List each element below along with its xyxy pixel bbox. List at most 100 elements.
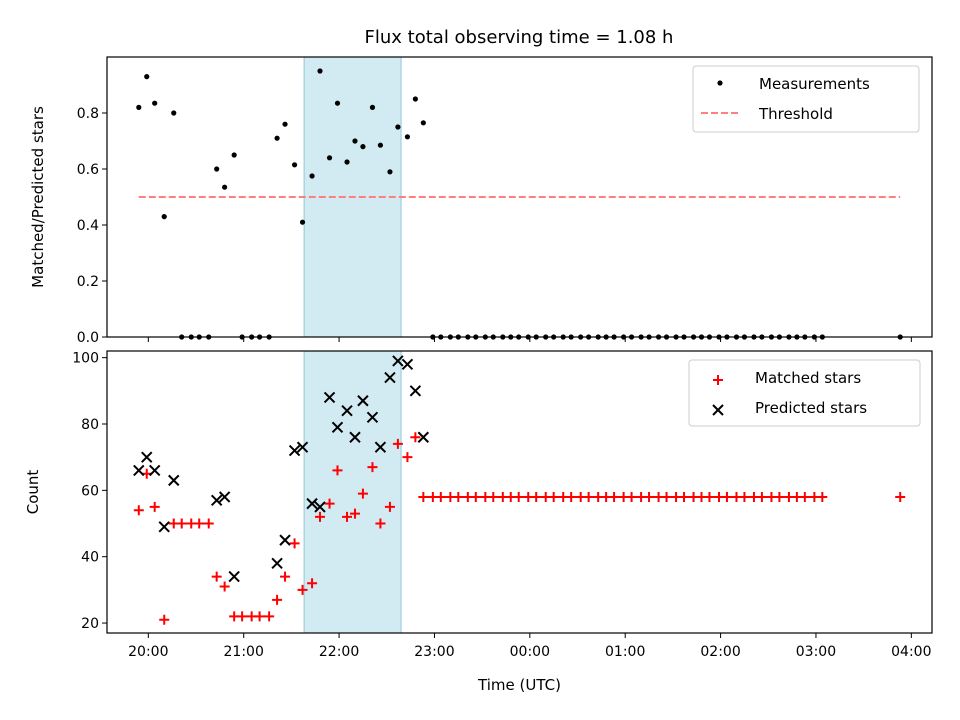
measurement-point	[291, 162, 298, 168]
matched-star-point	[315, 511, 326, 522]
legend-label: Matched stars	[755, 369, 861, 387]
measurement-point	[369, 104, 376, 110]
predicted-star-point	[210, 494, 223, 507]
matched-star-point	[384, 501, 395, 512]
matched-star-point	[159, 614, 170, 625]
x-tick-label: 00:00	[510, 644, 550, 660]
top-y-axis-label: Matched/Predicted stars	[29, 106, 47, 288]
measurement-point	[420, 120, 426, 126]
top-panel: 0.00.20.40.60.8 Matched/Predicted stars …	[29, 56, 933, 346]
matched-star-point	[513, 491, 524, 502]
matched-star-point	[254, 611, 265, 622]
matched-star-point	[342, 511, 353, 522]
measurement-point	[136, 104, 142, 110]
matched-star-point	[817, 491, 828, 502]
matched-star-point	[219, 581, 230, 592]
observing-window-span	[303, 350, 402, 634]
measurement-point	[360, 144, 366, 150]
measurement-point	[282, 121, 288, 127]
measurement-point	[326, 155, 333, 161]
top-legend: Measurements Threshold	[692, 65, 920, 133]
matched-star-point	[392, 438, 403, 449]
bottom-panel: 20 40 60 80 100 20:00 21:00 22:00 23:00 00:00 01:…	[24, 350, 933, 694]
predicted-star-point	[168, 474, 180, 487]
bottom-legend: Matched stars Predicted stars	[688, 359, 921, 427]
predicted-star-point	[401, 358, 414, 370]
predicted-star-point	[357, 395, 369, 407]
x-tick-label: 21:00	[224, 644, 264, 660]
bottom-y-axis-label: Count	[24, 470, 42, 515]
y-tick-label: 80	[81, 417, 99, 433]
matched-star-point	[661, 491, 672, 502]
figure-title: Flux total observing time = 1.08 h	[365, 27, 674, 48]
matched-star-point	[375, 518, 386, 529]
predicted-star-point	[271, 557, 283, 570]
measurement-point	[352, 138, 358, 144]
x-tick-label: 01:00	[605, 644, 645, 660]
measurement-point	[404, 134, 411, 140]
matched-star-point	[324, 498, 335, 509]
matched-star-point	[470, 491, 481, 502]
measurement-point	[309, 173, 315, 179]
matched-star-point	[644, 491, 655, 502]
matched-star-point	[307, 578, 318, 589]
predicted-star-point	[323, 391, 336, 404]
matched-star-point	[176, 518, 187, 529]
matched-star-point	[704, 491, 715, 502]
y-tick-label: 100	[72, 351, 99, 367]
matched-star-point	[211, 571, 222, 582]
matched-star-point	[679, 491, 690, 502]
matched-star-point	[194, 518, 205, 529]
predicted-star-point	[288, 444, 301, 457]
x-axis-label: Time (UTC)	[477, 676, 561, 694]
measurement-point	[317, 68, 323, 74]
measurement-point	[161, 214, 167, 220]
matched-star-point	[280, 571, 291, 582]
predicted-star-point	[148, 464, 161, 477]
matched-star-point	[774, 491, 785, 502]
x-tick-label: 03:00	[796, 644, 836, 660]
predicted-star-point	[331, 421, 344, 434]
predicted-star-point	[374, 441, 387, 453]
matched-star-point	[203, 518, 214, 529]
measurement-point	[412, 96, 418, 102]
measurement-point	[299, 219, 306, 225]
predicted-star-point	[158, 521, 170, 533]
y-tick-label: 0.0	[77, 330, 99, 346]
x-tick-label: 04:00	[891, 644, 931, 660]
legend-marker-measurements	[717, 80, 723, 86]
y-tick-label: 40	[81, 550, 99, 566]
matched-star-point	[297, 584, 308, 595]
matched-star-point	[531, 491, 542, 502]
matched-star-point	[721, 491, 732, 502]
measurement-point	[152, 100, 158, 106]
predicted-star-point	[349, 431, 361, 443]
measurement-point	[334, 100, 341, 106]
predicted-star-point	[314, 501, 326, 513]
matched-star-point	[264, 611, 275, 622]
measurement-point	[377, 142, 384, 148]
matched-star-point	[435, 491, 446, 502]
matched-star-point	[237, 611, 248, 622]
measurement-point	[274, 135, 280, 141]
x-tick-label: 20:00	[128, 644, 168, 660]
matched-star-point	[149, 501, 160, 512]
top-axes-frame	[106, 56, 933, 338]
measurement-point	[222, 184, 228, 190]
y-tick-label: 0.6	[77, 162, 99, 178]
legend-marker-matched	[713, 375, 723, 385]
matched-star-point	[357, 488, 368, 499]
legend-marker-predicted	[712, 404, 724, 416]
predicted-star-point	[417, 431, 430, 443]
predicted-star-point	[133, 464, 145, 477]
matched-star-point	[453, 491, 464, 502]
matched-star-point	[367, 462, 378, 473]
matched-star-point	[799, 491, 810, 502]
predicted-star-point	[296, 441, 309, 453]
matched-star-point	[583, 491, 594, 502]
y-tick-label: 20	[81, 616, 99, 632]
predicted-star-point	[141, 451, 153, 463]
predicted-star-point	[228, 570, 240, 583]
matched-star-point	[418, 491, 429, 502]
